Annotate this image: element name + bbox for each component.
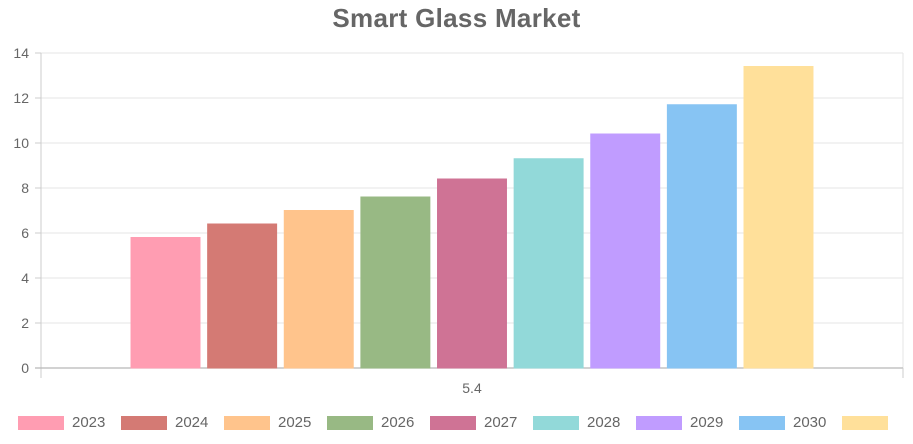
legend-label: 2025 <box>278 414 312 431</box>
legend-item[interactable]: 2023 <box>18 411 114 435</box>
bar-2029 <box>590 133 661 369</box>
y-tick-label: 10 <box>13 135 29 151</box>
legend-item[interactable]: 2030 <box>739 411 835 435</box>
legend-swatch <box>18 416 64 430</box>
legend-label: 2026 <box>381 414 415 431</box>
y-tick-label: 14 <box>13 45 29 61</box>
legend-label: 2028 <box>587 414 621 431</box>
legend-item[interactable]: 2029 <box>636 411 732 435</box>
bar-series-9 <box>743 66 814 369</box>
bar-2024 <box>207 223 278 369</box>
legend-item[interactable]: 2025 <box>224 411 320 435</box>
legend-swatch <box>636 416 682 430</box>
legend-label: 2030 <box>793 414 827 431</box>
legend-swatch <box>533 416 579 430</box>
legend-item[interactable]: 2024 <box>121 411 217 435</box>
y-tick-label: 8 <box>21 180 29 196</box>
legend-swatch <box>327 416 373 430</box>
bar-2025 <box>283 210 354 369</box>
bar-2028 <box>513 158 584 369</box>
chart-title: Smart Glass Market <box>332 3 581 33</box>
legend-swatch <box>739 416 785 430</box>
legend-label: 2029 <box>690 414 724 431</box>
y-tick-label: 12 <box>13 90 29 106</box>
legend-label: 2023 <box>72 414 106 431</box>
legend-swatch <box>121 416 167 430</box>
legend-label: 2027 <box>484 414 518 431</box>
legend-item[interactable]: 2026 <box>327 411 423 435</box>
legend-item[interactable]: 2028 <box>533 411 629 435</box>
x-tick-label: 5.4 <box>462 380 482 396</box>
bar-2027 <box>437 178 507 369</box>
chart-legend: 2023 2024 2025 2026 2027 2028 2029 2030 <box>0 411 913 435</box>
bar-2030 <box>666 104 737 369</box>
legend-item[interactable] <box>842 411 888 435</box>
y-tick-label: 0 <box>21 360 29 376</box>
legend-swatch <box>842 416 888 430</box>
legend-swatch <box>224 416 270 430</box>
legend-swatch <box>430 416 476 430</box>
bar-2023 <box>130 237 201 369</box>
bar-2026 <box>360 196 431 369</box>
legend-item[interactable]: 2027 <box>430 411 526 435</box>
y-tick-label: 2 <box>21 315 29 331</box>
y-tick-label: 6 <box>21 225 29 241</box>
y-tick-label: 4 <box>21 270 29 286</box>
legend-label: 2024 <box>175 414 209 431</box>
